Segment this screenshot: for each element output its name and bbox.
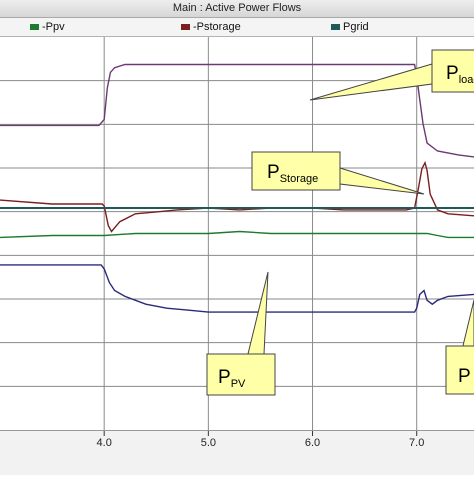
legend-item-pstorage: -Pstorage — [181, 18, 241, 36]
callout-box-ppv — [206, 353, 276, 396]
callout-sub-ppv: PV — [231, 378, 246, 390]
window-title: Main : Active Power Flows — [0, 0, 474, 18]
series-line-4 — [0, 230, 474, 239]
callout-pointer-pstorage — [339, 167, 425, 195]
callout-pointer-pgrid — [461, 299, 474, 351]
callout-sub-pload: load — [459, 74, 474, 86]
x-axis-strip: 4.0 5.0 6.0 7.0 — [0, 430, 474, 475]
svg-text:PPV: PPV — [218, 367, 246, 390]
callout-box-pload — [431, 49, 474, 93]
x-tick-label: 4.0 — [97, 437, 112, 449]
x-tick-label: 6.0 — [305, 437, 320, 449]
svg-text:P: P — [458, 366, 471, 387]
callout-box-pstorage — [251, 151, 341, 191]
x-axis: 4.0 5.0 6.0 7.0 — [97, 431, 424, 449]
legend-label-pstorage: -Pstorage — [193, 21, 241, 33]
callout-sub-pstorage: Storage — [280, 173, 319, 185]
callout-pointer-ppv — [247, 271, 269, 355]
series-line-2 — [0, 160, 474, 233]
callout-pointer-pload — [309, 63, 433, 101]
legend-bar: -Ppv -Pstorage Pgrid — [0, 18, 474, 37]
x-tick-label: 5.0 — [201, 437, 216, 449]
legend-swatch-pstorage — [181, 24, 190, 31]
legend-swatch-ppv — [30, 24, 39, 31]
x-tick-label: 7.0 — [409, 437, 424, 449]
series-line-1 — [0, 63, 474, 158]
svg-text:PStorage: PStorage — [267, 162, 318, 185]
legend-item-pgrid: Pgrid — [331, 18, 369, 36]
callout-layer: Pload PStorage PPV P — [206, 49, 474, 396]
legend-item-ppv: -Ppv — [30, 18, 65, 36]
callout-text-pload: P — [446, 63, 459, 84]
legend-label-pgrid: Pgrid — [343, 21, 369, 33]
callout-text-ppv: P — [218, 367, 231, 388]
svg-text:Pload: Pload — [446, 63, 474, 86]
callout-text-pstorage: P — [267, 162, 280, 183]
legend-label-ppv: -Ppv — [42, 21, 65, 33]
series-layer — [0, 63, 474, 313]
legend-swatch-pgrid — [331, 24, 340, 31]
callout-text-pgrid: P — [458, 366, 471, 387]
callout-box-pgrid — [445, 345, 474, 395]
series-line-5 — [0, 264, 474, 313]
